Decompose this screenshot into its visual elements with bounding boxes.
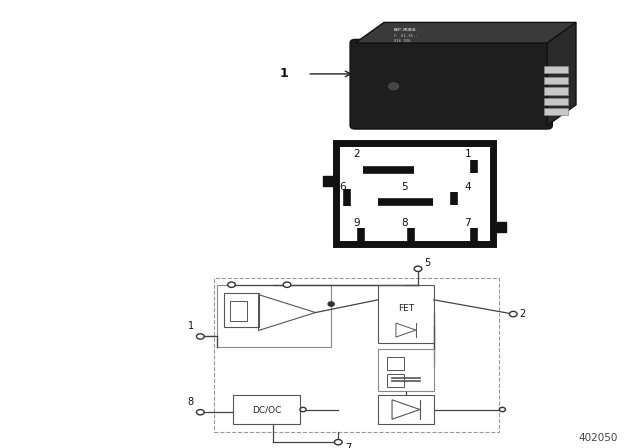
Polygon shape (355, 22, 576, 43)
Circle shape (300, 407, 306, 412)
Circle shape (196, 334, 204, 339)
Circle shape (228, 282, 236, 288)
Bar (217, 285, 331, 347)
Text: 7: 7 (465, 218, 471, 228)
FancyBboxPatch shape (350, 39, 552, 129)
Text: EKP-MODUL: EKP-MODUL (394, 28, 417, 32)
Circle shape (196, 409, 204, 415)
Circle shape (499, 407, 506, 412)
Text: 6: 6 (339, 181, 346, 192)
Text: 2: 2 (353, 149, 360, 159)
Bar (544, 77, 568, 84)
Text: 5: 5 (402, 181, 408, 192)
Text: 5: 5 (424, 258, 431, 268)
Text: DC/OC: DC/OC (252, 405, 281, 414)
Bar (387, 374, 404, 388)
Text: 1: 1 (188, 321, 194, 331)
Bar (230, 301, 247, 321)
Bar (493, 222, 506, 232)
Circle shape (328, 302, 334, 306)
Circle shape (335, 439, 342, 445)
Bar (336, 143, 493, 244)
Text: 2: 2 (520, 309, 526, 319)
Bar (378, 285, 434, 343)
Bar (225, 293, 259, 327)
Circle shape (414, 266, 422, 271)
Text: 1: 1 (279, 67, 288, 81)
Text: 8: 8 (188, 397, 194, 407)
Text: 916 926: 916 926 (394, 39, 410, 43)
Bar (378, 349, 434, 391)
Bar (544, 87, 568, 95)
Text: 402050: 402050 (578, 433, 618, 443)
Text: 1: 1 (465, 149, 471, 159)
Circle shape (283, 282, 291, 288)
Text: 8: 8 (402, 218, 408, 228)
Bar (387, 357, 404, 370)
Circle shape (509, 311, 517, 317)
Bar (323, 176, 336, 185)
Text: 9: 9 (353, 218, 360, 228)
Bar (378, 395, 434, 424)
Bar (544, 108, 568, 116)
Polygon shape (547, 22, 576, 125)
Text: 4: 4 (465, 181, 471, 192)
Text: 7: 7 (345, 443, 351, 448)
Text: ®  61.35.-: ® 61.35.- (394, 34, 417, 38)
Bar (233, 395, 300, 424)
Bar (544, 98, 568, 105)
Circle shape (388, 83, 399, 90)
Text: FET: FET (398, 304, 414, 313)
Bar (214, 278, 499, 432)
Bar (544, 66, 568, 73)
